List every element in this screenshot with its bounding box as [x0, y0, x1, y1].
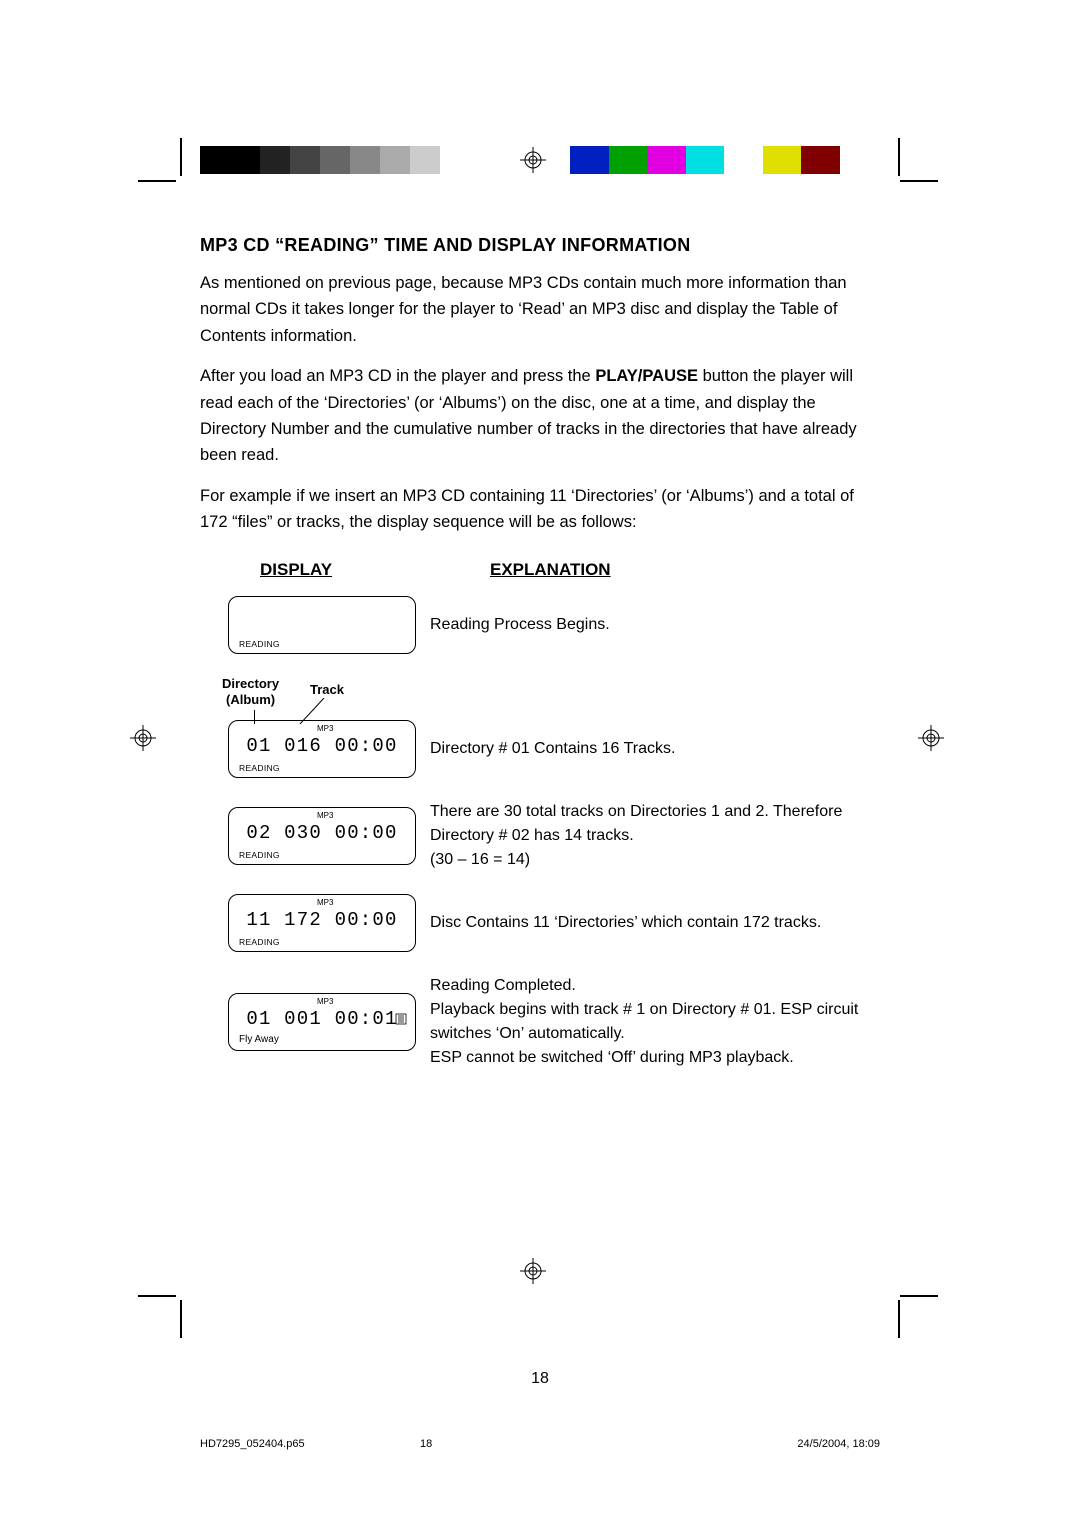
- lcd-field-labels: Directory (Album) Track: [228, 676, 416, 724]
- lcd-display: MP3 11 172 00:00 READING: [228, 894, 416, 952]
- color-swatch-bar: [570, 146, 840, 174]
- display-row: MP3 01 016 00:00 READING Directory # 01 …: [200, 720, 880, 778]
- display-row: MP3 01 001 00:01 Fly Away Reading Comple…: [200, 974, 880, 1070]
- explanation-text: There are 30 total tracks on Directories…: [430, 800, 880, 872]
- crop-mark: [898, 138, 900, 176]
- paragraph: As mentioned on previous page, because M…: [200, 270, 880, 349]
- explanation-text: Directory # 01 Contains 16 Tracks.: [430, 737, 880, 761]
- crop-mark: [138, 1295, 176, 1297]
- lcd-reading-label: READING: [239, 639, 280, 649]
- lcd-digits: 02 030 00:00: [229, 822, 415, 844]
- page-content: MP3 CD “READING” TIME AND DISPLAY INFORM…: [200, 235, 880, 1092]
- play-pause-label: PLAY/PAUSE: [595, 367, 698, 385]
- paragraph: After you load an MP3 CD in the player a…: [200, 363, 880, 469]
- track-label: Track: [310, 682, 344, 697]
- grayscale-swatch-bar: [200, 146, 470, 174]
- explanation-text: Reading Completed. Playback begins with …: [430, 974, 880, 1070]
- esp-icon: [395, 1012, 407, 1024]
- explanation-header: EXPLANATION: [490, 560, 611, 580]
- registration-mark-icon: [520, 1258, 546, 1284]
- display-row: MP3 11 172 00:00 READING Disc Contains 1…: [200, 894, 880, 952]
- album-label: (Album): [226, 692, 275, 707]
- display-header: DISPLAY: [260, 560, 490, 580]
- display-row: READING Reading Process Begins.: [200, 596, 880, 654]
- lcd-reading-label: READING: [239, 763, 280, 773]
- crop-mark: [900, 1295, 938, 1297]
- page-number: 18: [0, 1370, 1080, 1388]
- column-headers: DISPLAY EXPLANATION: [200, 560, 880, 580]
- lcd-digits: 01 016 00:00: [229, 735, 415, 757]
- lcd-mp3-indicator: MP3: [317, 811, 333, 820]
- lcd-display: MP3 01 016 00:00 READING: [228, 720, 416, 778]
- crop-mark: [180, 1300, 182, 1338]
- paragraph: For example if we insert an MP3 CD conta…: [200, 483, 880, 536]
- section-title: MP3 CD “READING” TIME AND DISPLAY INFORM…: [200, 235, 880, 256]
- footer-filename: HD7295_052404.p65: [200, 1438, 420, 1450]
- display-row: MP3 02 030 00:00 READING There are 30 to…: [200, 800, 880, 872]
- lcd-digits: 11 172 00:00: [229, 909, 415, 931]
- explanation-text: Disc Contains 11 ‘Directories’ which con…: [430, 911, 880, 935]
- registration-mark-icon: [130, 725, 156, 751]
- lcd-reading-label: READING: [239, 937, 280, 947]
- crop-mark: [180, 138, 182, 176]
- lcd-song-title: Fly Away: [239, 1034, 279, 1045]
- crop-mark: [138, 180, 176, 182]
- crop-mark: [900, 180, 938, 182]
- lcd-mp3-indicator: MP3: [317, 724, 333, 733]
- directory-label: Directory: [222, 676, 279, 691]
- crop-mark: [898, 1300, 900, 1338]
- lcd-display: MP3 02 030 00:00 READING: [228, 807, 416, 865]
- registration-mark-icon: [520, 147, 546, 173]
- footer: HD7295_052404.p65 18 24/5/2004, 18:09: [200, 1438, 880, 1450]
- text: After you load an MP3 CD in the player a…: [200, 367, 595, 385]
- explanation-text: Reading Process Begins.: [430, 613, 880, 637]
- lcd-display: MP3 01 001 00:01 Fly Away: [228, 993, 416, 1051]
- lcd-reading-label: READING: [239, 850, 280, 860]
- registration-mark-icon: [918, 725, 944, 751]
- footer-datetime: 24/5/2004, 18:09: [797, 1438, 880, 1450]
- lcd-mp3-indicator: MP3: [317, 898, 333, 907]
- lcd-mp3-indicator: MP3: [317, 997, 333, 1006]
- footer-page: 18: [420, 1438, 540, 1450]
- lcd-digits: 01 001 00:01: [229, 1008, 415, 1030]
- lcd-display: READING: [228, 596, 416, 654]
